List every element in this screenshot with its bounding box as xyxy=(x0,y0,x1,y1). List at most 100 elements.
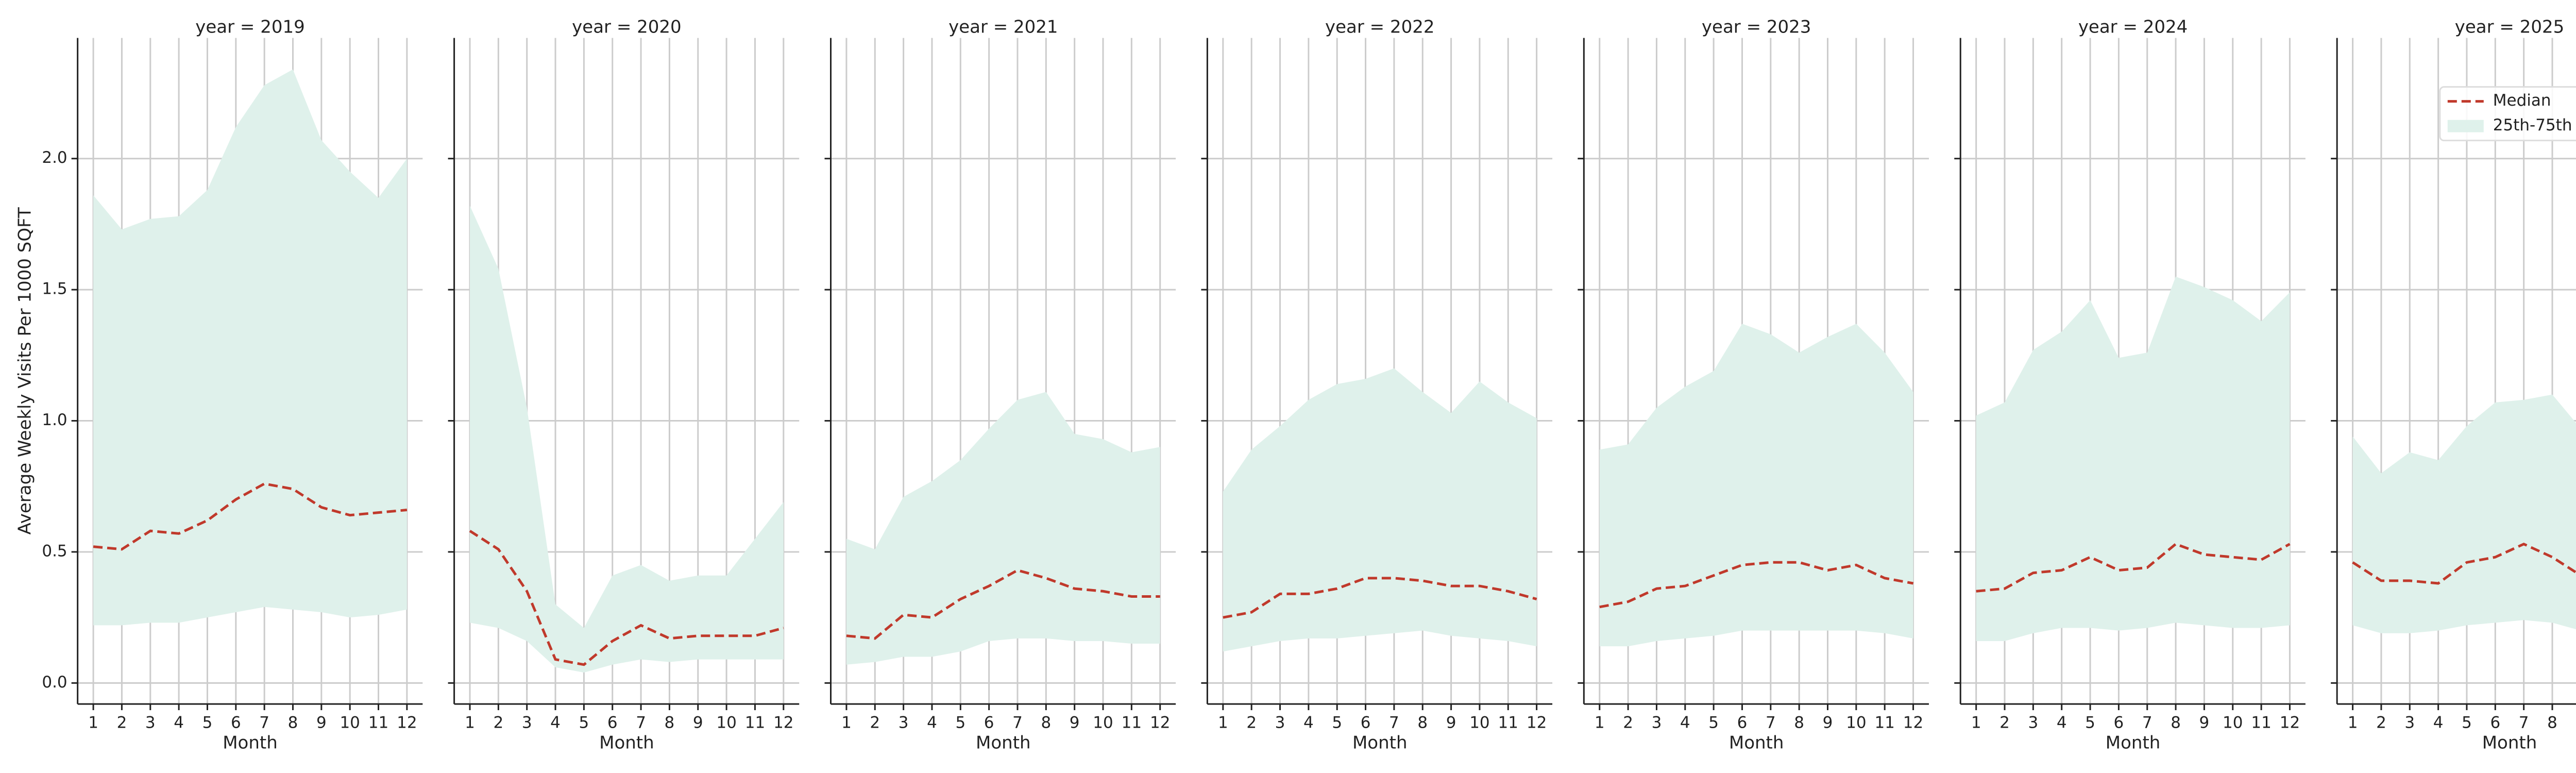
x-tick-label: 5 xyxy=(579,714,589,732)
facet-title: year = 2022 xyxy=(1325,17,1434,38)
x-tick-label: 4 xyxy=(1303,714,1314,732)
percentile-band xyxy=(1976,276,2290,641)
x-tick-label: 2 xyxy=(870,714,880,732)
x-tick-label: 3 xyxy=(145,714,156,732)
x-tick-label: 10 xyxy=(716,714,736,732)
median-line xyxy=(2352,542,2576,585)
x-tick-label: 2 xyxy=(117,714,127,732)
x-tick-label: 2 xyxy=(493,714,503,732)
x-tick-label: 12 xyxy=(2280,714,2300,732)
x-tick-label: 2 xyxy=(1999,714,2010,732)
y-axis-label: Average Weekly Visits Per 1000 SQFT xyxy=(15,207,36,535)
x-tick-label: 10 xyxy=(340,714,360,732)
median-line xyxy=(93,482,408,551)
x-tick-label: 4 xyxy=(2433,714,2444,732)
x-tick-label: 10 xyxy=(1469,714,1489,732)
percentile-band xyxy=(470,206,784,673)
x-axis-label: Month xyxy=(1352,733,1408,753)
facet-title: year = 2024 xyxy=(2078,17,2188,38)
facet-title: year = 2023 xyxy=(1702,17,1811,38)
x-tick-label: 9 xyxy=(1070,714,1080,732)
x-tick-label: 3 xyxy=(2404,714,2415,732)
y-tick-label: 2.0 xyxy=(42,148,67,167)
x-axis-label: Month xyxy=(2106,733,2161,753)
x-tick-label: 6 xyxy=(984,714,994,732)
x-tick-label: 6 xyxy=(1361,714,1371,732)
x-tick-label: 11 xyxy=(1122,714,1142,732)
x-axis-label: Month xyxy=(2482,733,2537,753)
x-tick-label: 7 xyxy=(259,714,269,732)
x-tick-label: 6 xyxy=(231,714,241,732)
x-tick-label: 11 xyxy=(368,714,388,732)
y-tick-label: 0.0 xyxy=(42,673,67,692)
x-tick-label: 1 xyxy=(1218,714,1228,732)
x-tick-label: 9 xyxy=(2199,714,2210,732)
x-axis-label: Month xyxy=(599,733,654,753)
x-tick-label: 5 xyxy=(202,714,213,732)
legend-label: Median xyxy=(2493,91,2551,110)
x-tick-label: 6 xyxy=(1737,714,1748,732)
median-line xyxy=(469,530,784,666)
x-tick-label: 7 xyxy=(2142,714,2153,732)
median-line xyxy=(1223,577,1537,619)
x-tick-label: 12 xyxy=(773,714,793,732)
percentile-band xyxy=(1599,324,1913,647)
median-line xyxy=(1599,561,1913,609)
percentile-band xyxy=(93,69,407,626)
facet-title: year = 2025 xyxy=(2455,17,2564,38)
y-tick-label: 0.5 xyxy=(42,542,67,560)
x-tick-label: 6 xyxy=(2114,714,2124,732)
x-tick-label: 8 xyxy=(1794,714,1804,732)
x-tick-label: 12 xyxy=(1150,714,1170,732)
x-tick-label: 8 xyxy=(665,714,675,732)
x-tick-label: 7 xyxy=(1766,714,1776,732)
x-tick-label: 7 xyxy=(1389,714,1399,732)
x-tick-label: 12 xyxy=(1903,714,1923,732)
facet-title: year = 2019 xyxy=(195,17,304,38)
x-tick-label: 2 xyxy=(1246,714,1257,732)
x-tick-label: 1 xyxy=(841,714,852,732)
x-tick-label: 4 xyxy=(174,714,184,732)
x-tick-label: 4 xyxy=(1680,714,1690,732)
x-tick-label: 3 xyxy=(1275,714,1285,732)
x-tick-label: 12 xyxy=(1527,714,1547,732)
x-tick-label: 3 xyxy=(2028,714,2039,732)
x-tick-label: 1 xyxy=(1971,714,1981,732)
median-line xyxy=(846,568,1160,640)
x-tick-label: 7 xyxy=(2519,714,2529,732)
x-tick-label: 7 xyxy=(636,714,646,732)
x-tick-label: 10 xyxy=(1093,714,1113,732)
legend-swatch xyxy=(2447,120,2484,132)
x-tick-label: 3 xyxy=(1652,714,1662,732)
x-axis-label: Month xyxy=(1729,733,1784,753)
x-tick-label: 5 xyxy=(1332,714,1342,732)
x-tick-label: 10 xyxy=(1846,714,1866,732)
x-tick-label: 3 xyxy=(899,714,909,732)
x-tick-label: 1 xyxy=(1595,714,1605,732)
facet-title: year = 2021 xyxy=(948,17,1058,38)
x-tick-label: 6 xyxy=(607,714,618,732)
x-tick-label: 9 xyxy=(1446,714,1456,732)
x-tick-label: 5 xyxy=(955,714,965,732)
x-tick-label: 11 xyxy=(1874,714,1894,732)
x-tick-label: 7 xyxy=(1012,714,1023,732)
x-tick-label: 10 xyxy=(2223,714,2243,732)
x-tick-label: 2 xyxy=(2376,714,2386,732)
x-tick-label: 9 xyxy=(1823,714,1833,732)
x-tick-label: 4 xyxy=(2057,714,2067,732)
x-tick-label: 12 xyxy=(397,714,417,732)
x-tick-label: 8 xyxy=(2171,714,2181,732)
x-tick-label: 5 xyxy=(1708,714,1719,732)
percentile-band xyxy=(2352,394,2576,633)
x-tick-label: 4 xyxy=(927,714,937,732)
x-tick-label: 11 xyxy=(1498,714,1518,732)
x-axis-label: Month xyxy=(223,733,278,753)
x-tick-label: 11 xyxy=(2251,714,2271,732)
x-tick-label: 8 xyxy=(2547,714,2557,732)
percentile-band xyxy=(846,392,1160,665)
x-tick-label: 9 xyxy=(316,714,327,732)
x-tick-label: 5 xyxy=(2462,714,2472,732)
x-tick-label: 2 xyxy=(1623,714,1633,732)
x-tick-label: 1 xyxy=(2348,714,2358,732)
